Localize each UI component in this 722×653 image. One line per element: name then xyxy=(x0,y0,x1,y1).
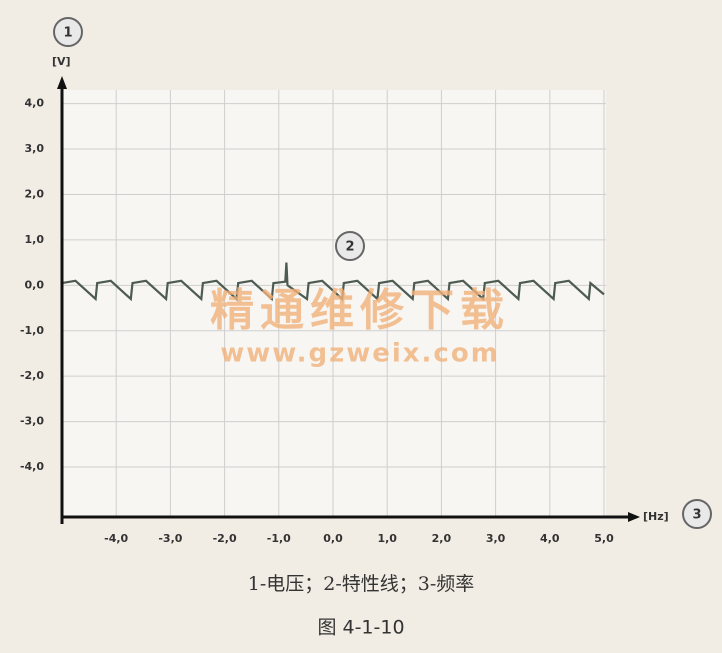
y-tick-label: -3,0 xyxy=(20,415,44,428)
plot-area xyxy=(62,90,606,517)
x-tick-label: -1,0 xyxy=(267,532,291,545)
watermark: www.gzweix.com xyxy=(220,339,500,369)
y-tick-label: 1,0 xyxy=(25,233,45,246)
y-tick-label: -1,0 xyxy=(20,324,44,337)
y-axis-arrow xyxy=(57,76,67,89)
x-tick-label: -2,0 xyxy=(213,532,237,545)
y-tick-label: -4,0 xyxy=(20,460,44,473)
y-tick-label: -2,0 xyxy=(20,369,44,382)
annotation-label: 3 xyxy=(692,508,701,523)
y-tick-label: 4,0 xyxy=(25,97,45,110)
x-tick-label: 1,0 xyxy=(377,532,397,545)
y-tick-label: 3,0 xyxy=(25,142,45,155)
annotation-circle xyxy=(335,231,365,261)
data-line xyxy=(61,262,605,302)
annotation-circle xyxy=(53,17,83,47)
caption: 1-电压；2-特性线；3-频率 xyxy=(248,573,475,595)
x-axis-arrow xyxy=(628,512,640,522)
x-tick-label: 5,0 xyxy=(594,532,614,545)
x-tick-label: -3,0 xyxy=(158,532,182,545)
x-tick-label: 4,0 xyxy=(540,532,560,545)
x-tick-label: 3,0 xyxy=(486,532,506,545)
watermark: 精通维修下载 xyxy=(210,285,510,336)
x-tick-label: 0,0 xyxy=(323,532,343,545)
annotation-circle xyxy=(682,499,712,529)
y-tick-label: 2,0 xyxy=(25,187,45,200)
figure-label: 图 4-1-10 xyxy=(317,617,404,639)
annotation-label: 1 xyxy=(63,26,72,41)
y-axis-label: [V] xyxy=(52,55,71,68)
x-axis-label: [Hz] xyxy=(643,510,669,523)
x-tick-label: 2,0 xyxy=(432,532,452,545)
x-tick-label: -4,0 xyxy=(104,532,128,545)
annotation-label: 2 xyxy=(345,240,354,255)
y-tick-label: 0,0 xyxy=(25,278,45,291)
